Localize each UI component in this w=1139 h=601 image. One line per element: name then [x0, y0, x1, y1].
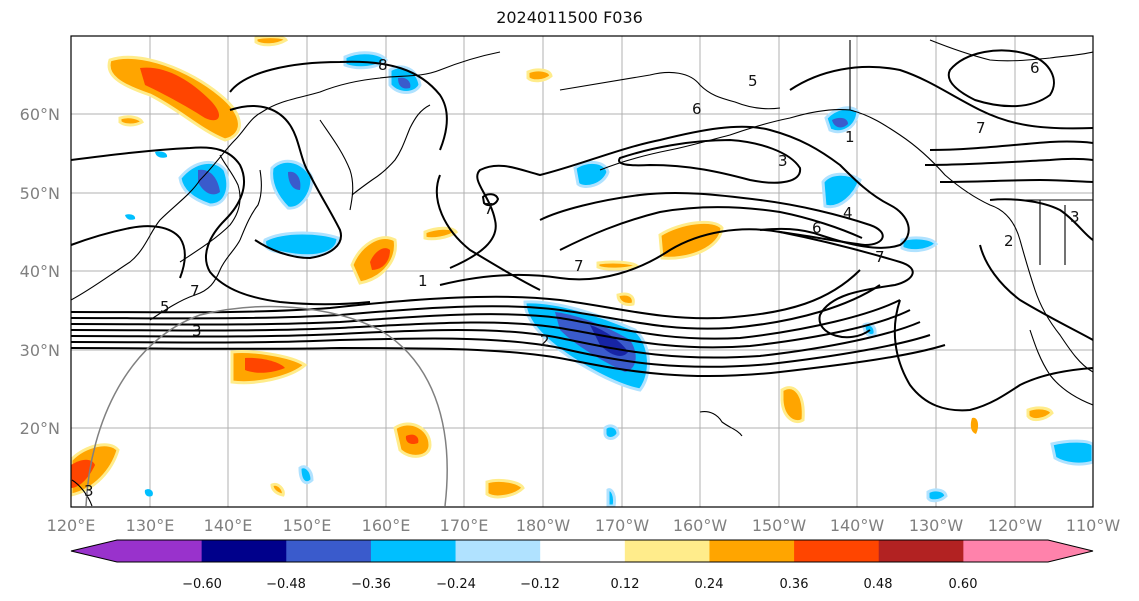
colorbar-segment	[455, 540, 541, 562]
contour-label-7d: 7	[190, 282, 200, 300]
lon-label: 170°W	[595, 516, 650, 535]
contour-label-6c: 6	[812, 219, 822, 237]
contour-label-5b: 5	[160, 298, 170, 316]
colorbar-outline	[70, 539, 1094, 563]
colorbar-extend-high	[1048, 540, 1093, 562]
lon-label: 170°E	[440, 516, 489, 535]
colorbar-tick-label: 0.36	[780, 577, 809, 592]
lat-label-60n: 60°N	[20, 105, 60, 124]
lon-label: 150°E	[283, 516, 332, 535]
contour-label-1a: 1	[845, 128, 855, 146]
lat-label-40n: 40°N	[20, 262, 60, 281]
contour-label-6b: 6	[1030, 59, 1040, 77]
great-circle-arc	[85, 305, 448, 507]
longitude-labels: 120°E 130°E 140°E 150°E 160°E 170°E 180°…	[47, 516, 1121, 535]
contour-label-5a: 5	[748, 72, 758, 90]
lon-label: 180°W	[516, 516, 571, 535]
colorbar-segment	[286, 540, 372, 562]
map-content: 8 6 5 7 6 3 1 4 6 7 3 7 2 1 7 3 5 3 2 7	[71, 36, 1093, 507]
contour-label-8: 8	[378, 56, 388, 74]
lon-label: 150°W	[752, 516, 807, 535]
lon-label: 120°E	[47, 516, 96, 535]
colorbar-segment	[540, 540, 626, 562]
contour-label-2a: 2	[1004, 232, 1014, 250]
contour-label-3c: 3	[192, 322, 202, 340]
colorbar	[70, 539, 1094, 563]
colorbar-segment	[878, 540, 964, 562]
contour-label-2b: 2	[540, 332, 550, 350]
coastlines	[71, 39, 1093, 507]
colorbar-segment	[370, 540, 457, 562]
contour-label-6a: 6	[692, 100, 702, 118]
lon-label: 130°E	[126, 516, 175, 535]
colorbar-extend-low	[71, 540, 117, 562]
colorbar-tick-label: 0.24	[695, 577, 724, 592]
colorbar-segment	[794, 540, 880, 562]
contour-label-1b: 1	[418, 272, 428, 290]
map-frame	[70, 35, 1094, 508]
contour-label-7e: 7	[484, 200, 494, 218]
lon-label: 120°W	[988, 516, 1043, 535]
contour-label-7c: 7	[574, 257, 584, 275]
latitude-labels: 60°N 50°N 40°N 30°N 20°N	[20, 105, 60, 438]
colorbar-tick-label: −0.60	[182, 577, 222, 592]
colorbar-segment	[201, 540, 287, 562]
colorbar-tick-label: −0.36	[351, 577, 391, 592]
contour-lines	[71, 49, 1093, 412]
lat-label-30n: 30°N	[20, 341, 60, 360]
contour-label-7b: 7	[875, 248, 885, 266]
colorbar-segment	[709, 540, 795, 562]
lon-label: 160°W	[673, 516, 728, 535]
lat-label-20n: 20°N	[20, 419, 60, 438]
colorbar-segment	[117, 540, 203, 562]
lat-label-50n: 50°N	[20, 184, 60, 203]
contour-label-3b: 3	[1070, 208, 1080, 226]
lon-label: 140°W	[830, 516, 885, 535]
contour-label-3d: 3	[84, 482, 94, 500]
colorbar-tick-labels: −0.60 −0.48 −0.36 −0.24 −0.12 0.12 0.24 …	[182, 577, 977, 592]
colorbar-tick-label: −0.48	[266, 577, 306, 592]
colorbar-tick-label: −0.24	[436, 577, 476, 592]
colorbar-tick-label: −0.12	[520, 577, 560, 592]
lon-label: 140°E	[204, 516, 253, 535]
lon-label: 130°W	[909, 516, 964, 535]
colorbar-segment	[963, 540, 1049, 562]
lon-label: 110°W	[1066, 516, 1121, 535]
colorbar-tick-label: 0.48	[864, 577, 893, 592]
contour-label-3a: 3	[778, 152, 788, 170]
lon-label: 160°E	[362, 516, 411, 535]
colorbar-tick-label: 0.12	[611, 577, 640, 592]
colorbar-segment	[624, 540, 710, 562]
map-title: 2024011500 F036	[496, 8, 643, 27]
contour-label-4: 4	[843, 204, 853, 222]
contour-label-7a: 7	[976, 119, 986, 137]
colorbar-tick-label: 0.60	[949, 577, 978, 592]
contour-labels: 8 6 5 7 6 3 1 4 6 7 3 7 2 1 7 3 5 3 2 7	[84, 56, 1080, 500]
